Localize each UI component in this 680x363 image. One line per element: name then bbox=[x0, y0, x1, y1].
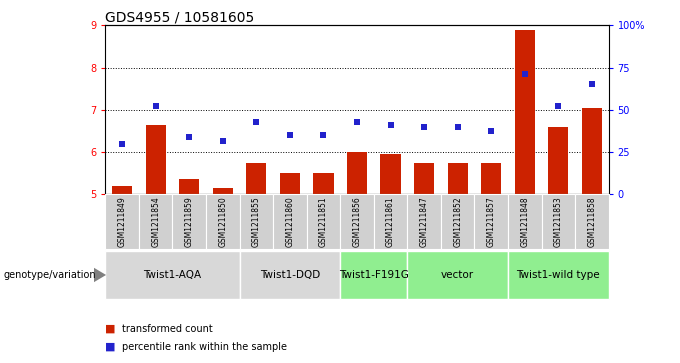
Point bbox=[452, 124, 463, 130]
Point bbox=[352, 119, 362, 125]
Point bbox=[218, 139, 228, 144]
Bar bbox=[105, 251, 239, 299]
Point bbox=[318, 132, 329, 138]
Bar bbox=[307, 194, 340, 249]
Bar bbox=[481, 163, 501, 194]
Bar bbox=[347, 152, 367, 194]
Bar bbox=[381, 154, 401, 194]
Text: ■: ■ bbox=[105, 323, 116, 334]
Bar bbox=[340, 251, 407, 299]
Bar bbox=[508, 251, 609, 299]
Bar bbox=[541, 194, 575, 249]
Text: GSM1211859: GSM1211859 bbox=[185, 196, 194, 247]
Text: Twist1-F191G: Twist1-F191G bbox=[339, 270, 409, 280]
Point bbox=[150, 103, 161, 109]
Bar bbox=[280, 173, 300, 194]
Bar bbox=[515, 30, 534, 194]
Bar bbox=[508, 194, 541, 249]
Point bbox=[553, 103, 564, 109]
Bar bbox=[139, 194, 173, 249]
Bar bbox=[575, 194, 609, 249]
Bar bbox=[548, 127, 568, 194]
Point bbox=[586, 82, 597, 87]
Bar bbox=[239, 194, 273, 249]
Text: GSM1211860: GSM1211860 bbox=[286, 196, 294, 247]
Bar bbox=[213, 188, 233, 194]
Text: ■: ■ bbox=[105, 342, 116, 352]
Text: GSM1211853: GSM1211853 bbox=[554, 196, 563, 247]
Text: transformed count: transformed count bbox=[122, 323, 213, 334]
Bar bbox=[246, 163, 267, 194]
Bar bbox=[313, 173, 333, 194]
Text: GSM1211856: GSM1211856 bbox=[352, 196, 362, 247]
Text: genotype/variation: genotype/variation bbox=[3, 270, 96, 280]
Bar bbox=[146, 125, 166, 194]
Text: GSM1211852: GSM1211852 bbox=[453, 196, 462, 247]
Bar bbox=[173, 194, 206, 249]
Bar bbox=[340, 194, 374, 249]
Point bbox=[117, 140, 128, 146]
Text: GSM1211849: GSM1211849 bbox=[118, 196, 126, 247]
Text: vector: vector bbox=[441, 270, 474, 280]
Text: GSM1211854: GSM1211854 bbox=[151, 196, 160, 247]
Bar bbox=[414, 163, 434, 194]
Point bbox=[520, 71, 530, 77]
Point bbox=[385, 122, 396, 127]
Bar bbox=[441, 194, 475, 249]
Text: GSM1211851: GSM1211851 bbox=[319, 196, 328, 247]
Text: GSM1211855: GSM1211855 bbox=[252, 196, 261, 247]
Text: GSM1211848: GSM1211848 bbox=[520, 196, 529, 247]
Bar bbox=[206, 194, 239, 249]
Text: GSM1211850: GSM1211850 bbox=[218, 196, 227, 247]
Bar bbox=[582, 108, 602, 194]
Bar bbox=[475, 194, 508, 249]
Point bbox=[486, 128, 496, 134]
Text: percentile rank within the sample: percentile rank within the sample bbox=[122, 342, 288, 352]
Bar bbox=[374, 194, 407, 249]
Point bbox=[251, 119, 262, 125]
Bar bbox=[180, 179, 199, 194]
Point bbox=[284, 132, 295, 138]
Bar bbox=[112, 186, 132, 194]
Text: Twist1-wild type: Twist1-wild type bbox=[517, 270, 600, 280]
Bar bbox=[407, 251, 508, 299]
Text: GSM1211847: GSM1211847 bbox=[420, 196, 428, 247]
Bar bbox=[105, 194, 139, 249]
Text: GSM1211857: GSM1211857 bbox=[487, 196, 496, 247]
Polygon shape bbox=[94, 268, 106, 282]
Point bbox=[184, 134, 194, 140]
Text: Twist1-AQA: Twist1-AQA bbox=[143, 270, 201, 280]
Bar bbox=[447, 163, 468, 194]
Point bbox=[419, 124, 430, 130]
Text: GSM1211858: GSM1211858 bbox=[588, 196, 596, 247]
Text: GDS4955 / 10581605: GDS4955 / 10581605 bbox=[105, 10, 254, 24]
Bar bbox=[407, 194, 441, 249]
Text: GSM1211861: GSM1211861 bbox=[386, 196, 395, 247]
Bar bbox=[273, 194, 307, 249]
Bar bbox=[239, 251, 340, 299]
Text: Twist1-DQD: Twist1-DQD bbox=[260, 270, 320, 280]
